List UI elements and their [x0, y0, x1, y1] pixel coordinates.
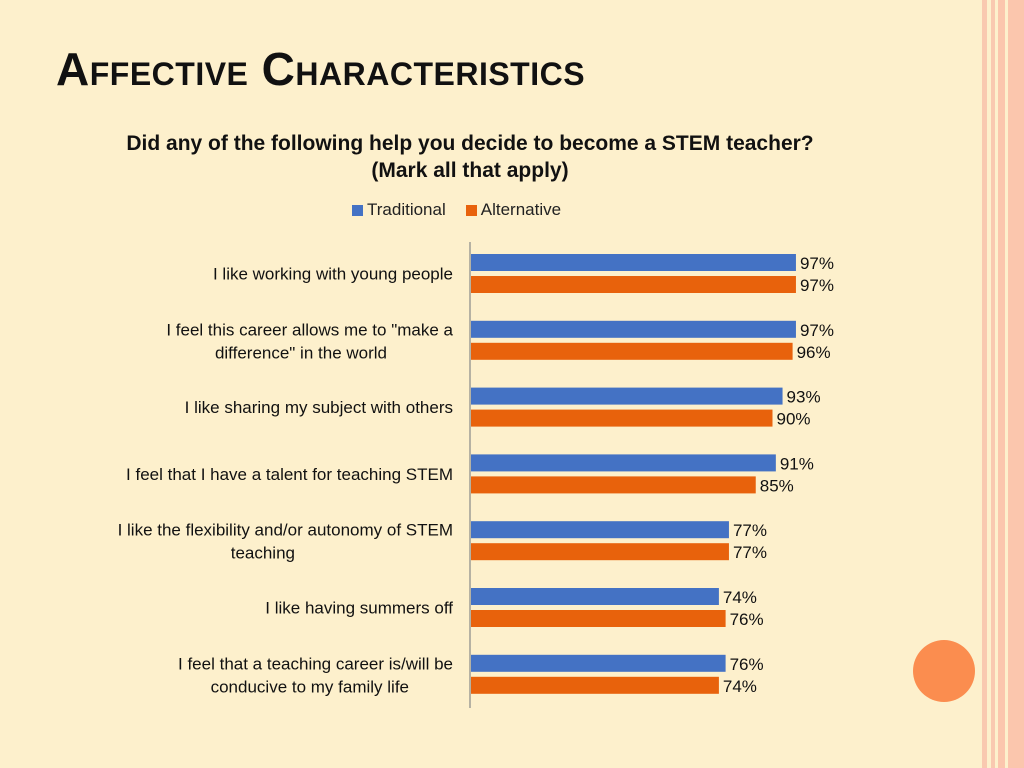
bar-value-label: 96%	[797, 343, 831, 362]
bar-traditional	[471, 454, 776, 472]
bar-traditional	[471, 387, 783, 405]
category-label: I like the flexibility and/or autonomy o…	[118, 521, 453, 563]
legend-item-alternative: Alternative	[465, 200, 562, 220]
category-label: I like working with young people	[213, 265, 453, 284]
bar-value-label: 97%	[800, 321, 834, 340]
bar-alternative	[471, 610, 726, 627]
legend-item-traditional: Traditional	[352, 200, 446, 220]
decorative-side-stripes	[978, 0, 1024, 768]
bar-value-label: 74%	[723, 677, 757, 696]
bar-value-label: 97%	[800, 276, 834, 295]
category-label-line: conducive to my family life	[211, 677, 409, 696]
bar-traditional	[471, 654, 726, 672]
legend-swatch-traditional	[352, 204, 363, 216]
bar-value-label: 85%	[760, 476, 794, 495]
bar-alternative	[471, 676, 719, 694]
bar-alternative	[471, 476, 756, 494]
bar-value-label: 76%	[730, 655, 764, 674]
category-label: I like having summers off	[265, 599, 453, 618]
bar-traditional	[471, 320, 796, 338]
bar-value-label: 76%	[730, 610, 764, 629]
bar-alternative	[471, 543, 729, 561]
chart-legend: Traditional Alternative	[352, 200, 581, 220]
category-label-line: difference" in the world	[215, 343, 387, 362]
bar-traditional	[471, 254, 796, 271]
legend-label-alternative: Alternative	[480, 200, 562, 219]
category-label: I feel this career allows me to "make a d…	[166, 320, 453, 362]
bar-value-label: 77%	[733, 543, 767, 562]
bar-value-label: 74%	[723, 588, 757, 607]
category-label: I feel that I have a talent for teaching…	[126, 465, 453, 484]
category-label-line: teaching	[231, 544, 295, 563]
category-label-line: I like the flexibility and/or autonomy o…	[118, 521, 453, 540]
bar-alternative	[471, 342, 793, 360]
bar-value-label: 91%	[780, 454, 814, 473]
bar-value-label: 97%	[800, 254, 834, 273]
decorative-circle	[913, 640, 975, 702]
slide-title: Affective Characteristics	[56, 43, 586, 95]
chart-title: Did any of the following help you decide…	[126, 132, 814, 182]
bar-traditional	[471, 521, 729, 539]
legend-swatch-alternative	[465, 204, 477, 216]
category-label: I feel that a teaching career is/will be…	[178, 654, 453, 696]
bar-alternative	[471, 409, 773, 427]
category-label-line: I feel that a teaching career is/will be	[178, 654, 453, 673]
bar-value-label: 90%	[777, 410, 811, 429]
bar-value-label: 77%	[733, 521, 767, 540]
bar-traditional	[471, 588, 719, 605]
bar-value-label: 93%	[787, 388, 821, 407]
category-label-line: I feel this career allows me to "make a	[166, 320, 453, 339]
category-label: I like sharing my subject with others	[185, 398, 453, 417]
bar-alternative	[471, 276, 796, 293]
legend-label-traditional: Traditional	[367, 200, 446, 219]
